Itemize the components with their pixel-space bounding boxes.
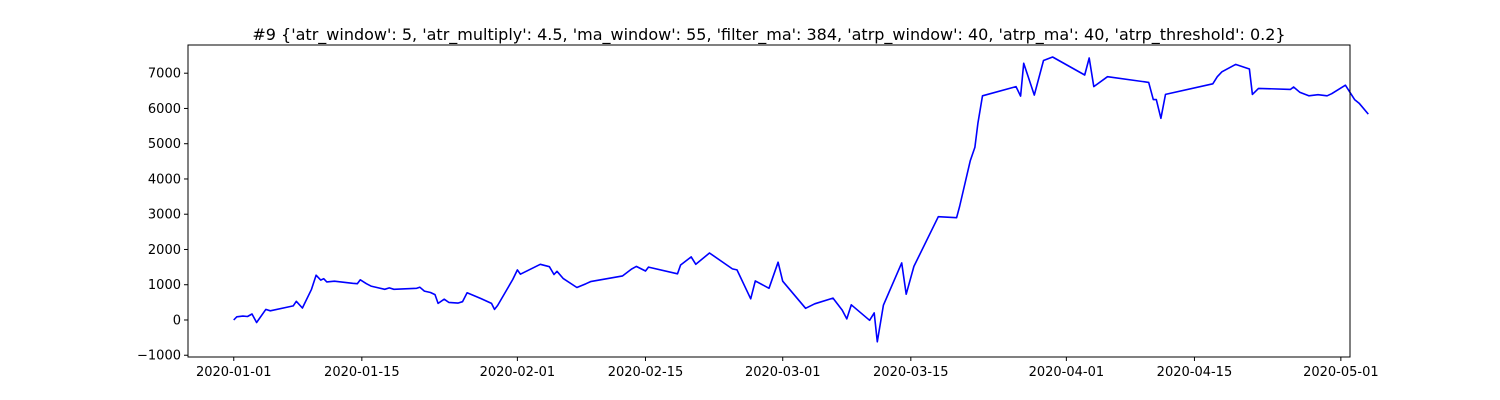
y-tick-label: 5000 (148, 137, 181, 152)
x-tick-label: 2020-04-15 (1157, 365, 1233, 380)
y-tick-label: 2000 (148, 243, 181, 258)
y-tick-label: 1000 (148, 278, 181, 293)
plot-frame (187, 44, 1351, 358)
x-axis: 2020-01-01 2020-01-15 2020-02-01 2020-02-15… (196, 357, 1379, 380)
y-tick-label: 7000 (148, 67, 181, 82)
series-group (233, 56, 1369, 343)
x-tick-label: 2020-03-01 (745, 365, 821, 380)
y-tick-label: 3000 (148, 208, 181, 223)
series-line (233, 56, 1369, 343)
y-tick-label: −1000 (137, 349, 181, 364)
y-tick-label: 6000 (148, 102, 181, 117)
x-tick-label: 2020-01-01 (196, 365, 272, 380)
x-tick-label: 2020-02-01 (480, 365, 556, 380)
x-tick-label: 2020-02-15 (608, 365, 684, 380)
x-tick-label: 2020-04-01 (1029, 365, 1105, 380)
chart-title: #9 {'atr_window': 5, 'atr_multiply': 4.5… (252, 25, 1285, 45)
y-tick-label: 4000 (148, 172, 181, 187)
x-tick-label: 2020-05-01 (1303, 365, 1379, 380)
y-axis: −1000 0 1000 2000 3000 4000 5000 6000 7000 (137, 67, 188, 364)
x-tick-label: 2020-03-15 (873, 365, 949, 380)
y-tick-label: 0 (173, 313, 181, 328)
x-tick-label: 2020-01-15 (324, 365, 400, 380)
